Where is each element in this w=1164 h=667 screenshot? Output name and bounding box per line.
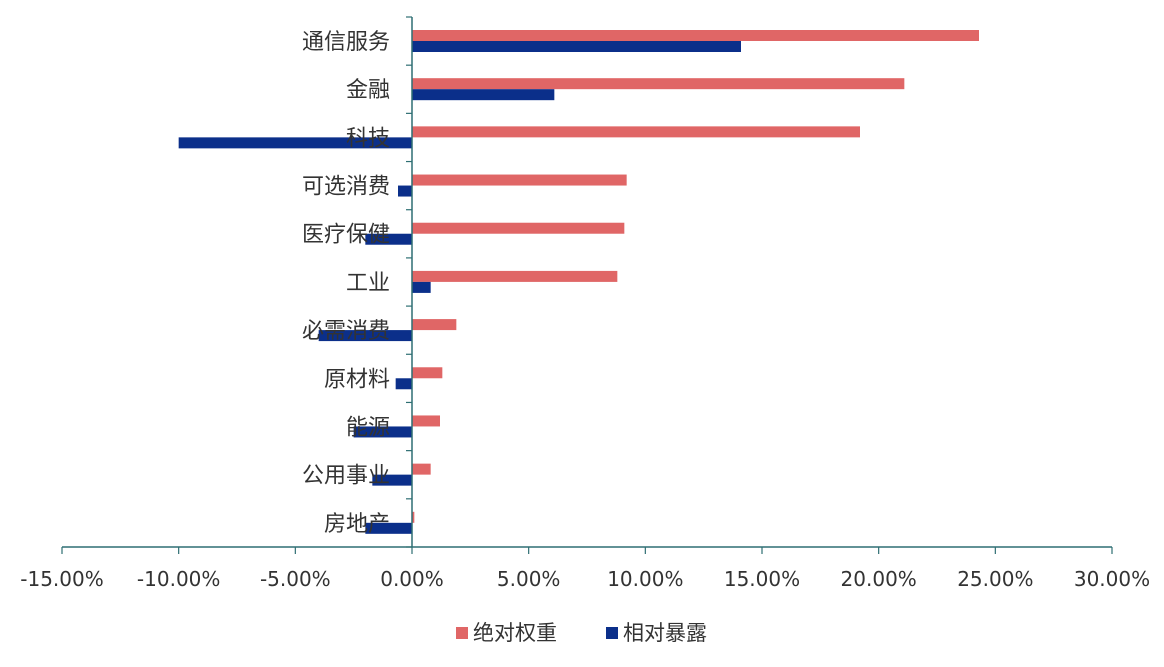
- x-tick-label: 20.00%: [841, 567, 917, 591]
- bar-relative-exposure: [412, 281, 431, 293]
- category-label: 必需消费: [302, 319, 390, 344]
- category-label: 科技: [346, 126, 390, 151]
- bar-relative-exposure: [353, 426, 412, 438]
- legend-label-absolute-weight: 绝对权重: [473, 621, 557, 645]
- legend-swatch-absolute-weight: [456, 627, 468, 639]
- category-label: 可选消费: [302, 175, 390, 200]
- bar-relative-exposure: [365, 522, 412, 534]
- category-label: 医疗保健: [302, 223, 390, 248]
- bar-absolute-weight: [412, 222, 625, 234]
- x-tick-label: 0.00%: [380, 567, 444, 591]
- bar-relative-exposure: [365, 233, 412, 245]
- axes-layer: [61, 16, 1113, 554]
- bar-relative-exposure: [412, 41, 741, 52]
- bar-absolute-weight: [412, 367, 443, 379]
- bar-absolute-weight: [412, 415, 440, 427]
- x-tick-label: -10.00%: [137, 567, 220, 591]
- bar-absolute-weight: [412, 319, 457, 331]
- bar-absolute-weight: [412, 463, 431, 475]
- legend-label-relative-exposure: 相对暴露: [623, 621, 707, 645]
- category-label: 通信服务: [302, 30, 390, 55]
- bar-relative-exposure: [372, 474, 412, 486]
- legend-swatch-relative-exposure: [606, 627, 618, 639]
- category-label: 金融: [346, 78, 390, 103]
- x-tick-label: -5.00%: [260, 567, 331, 591]
- bar-relative-exposure: [412, 89, 555, 101]
- category-label: 公用事业: [302, 464, 390, 489]
- x-tick-label: 10.00%: [607, 567, 683, 591]
- category-label: 原材料: [324, 367, 390, 392]
- x-tick-label: 25.00%: [957, 567, 1033, 591]
- category-label: 能源: [346, 415, 390, 440]
- bar-absolute-weight: [412, 174, 627, 186]
- legend: 绝对权重 相对暴露: [456, 621, 707, 645]
- bar-relative-exposure: [395, 378, 412, 390]
- bar-relative-exposure: [318, 330, 412, 342]
- x-tick-label: -15.00%: [20, 567, 103, 591]
- x-tick-label: 15.00%: [724, 567, 800, 591]
- x-tick-label: 5.00%: [497, 567, 561, 591]
- bar-absolute-weight: [412, 270, 618, 282]
- bar-absolute-weight: [412, 30, 979, 41]
- bars-layer: [178, 30, 979, 534]
- bar-absolute-weight: [412, 126, 860, 138]
- category-label: 房地产: [324, 512, 390, 537]
- bar-absolute-weight: [412, 511, 415, 523]
- bar-relative-exposure: [178, 137, 412, 149]
- category-label: 工业: [346, 271, 390, 296]
- x-tick-label: 30.00%: [1074, 567, 1150, 591]
- bar-relative-exposure: [398, 185, 412, 197]
- bar-absolute-weight: [412, 78, 905, 90]
